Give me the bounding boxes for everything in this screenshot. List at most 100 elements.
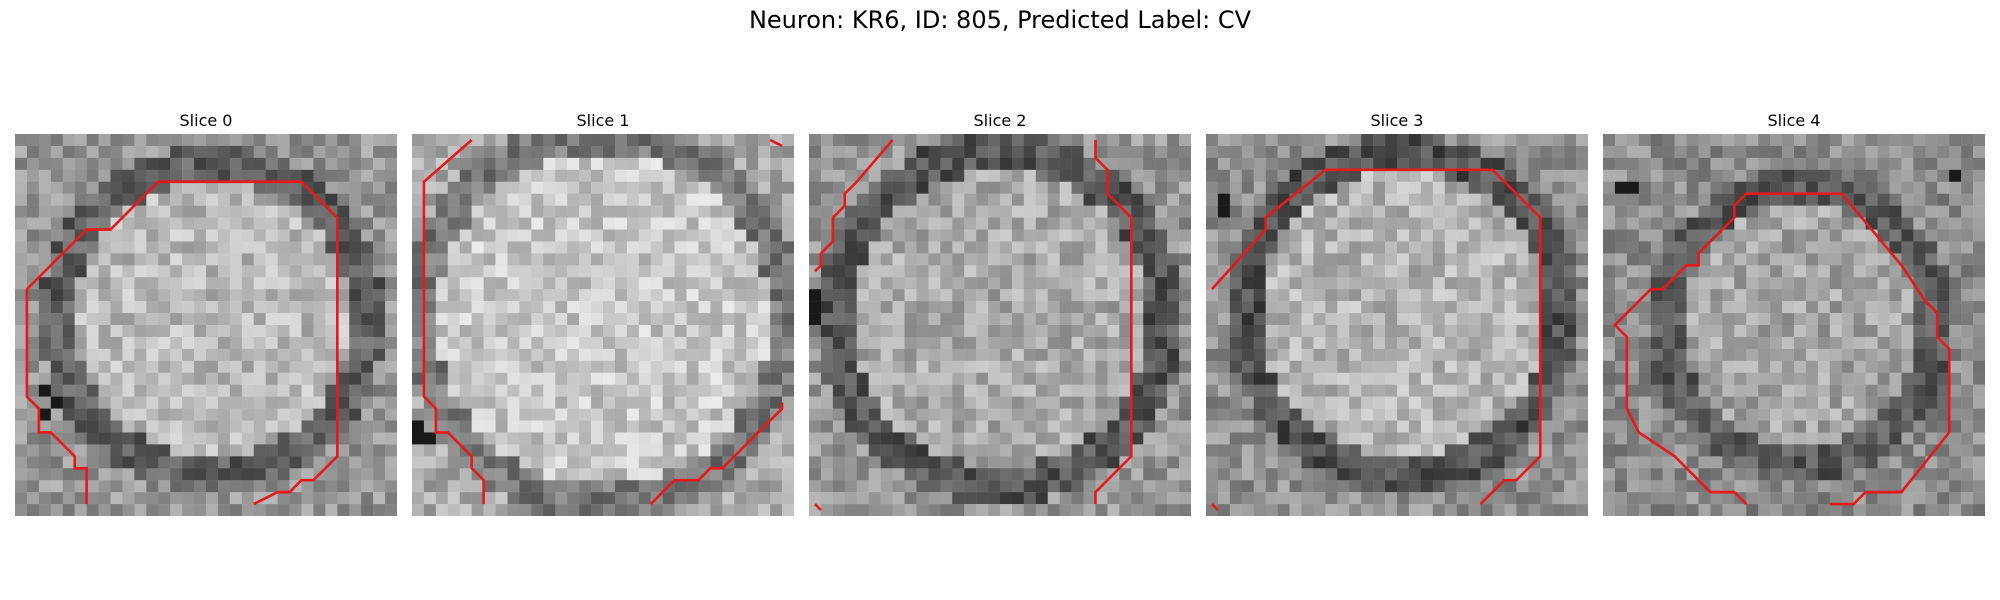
pixel (1662, 205, 1675, 218)
pixel (1504, 480, 1517, 493)
pixel (1011, 468, 1025, 481)
pixel (1337, 408, 1350, 421)
pixel (976, 193, 989, 206)
pixel (1217, 169, 1231, 182)
pixel (1059, 492, 1072, 505)
pixel (1925, 169, 1938, 182)
pixel (1817, 408, 1831, 421)
pixel (385, 157, 397, 171)
pixel (1782, 145, 1795, 159)
pixel (1925, 265, 1938, 278)
pixel (892, 205, 905, 218)
pixel (1229, 145, 1243, 159)
pixel (782, 134, 794, 147)
pixel (1877, 396, 1890, 409)
pixel (531, 492, 544, 505)
pixel (1662, 169, 1675, 182)
pixel (447, 229, 460, 242)
pixel (1504, 169, 1517, 182)
pixel (289, 432, 302, 445)
pixel (277, 360, 290, 373)
pixel (722, 193, 735, 206)
pixel (916, 134, 929, 147)
pixel (531, 480, 544, 493)
pixel (1206, 480, 1219, 493)
pixel (1746, 169, 1759, 182)
pixel (1794, 241, 1807, 254)
pixel (1638, 301, 1651, 314)
pixel (1913, 217, 1926, 230)
pixel (952, 145, 965, 159)
pixel (170, 229, 183, 242)
pixel (1229, 372, 1243, 385)
pixel (110, 492, 123, 505)
pixel (1516, 205, 1529, 218)
pixel (1325, 420, 1338, 433)
pixel (1468, 145, 1481, 159)
pixel (638, 504, 651, 516)
pixel (1000, 217, 1013, 230)
pixel (1937, 205, 1950, 218)
pixel (928, 241, 941, 254)
pixel (277, 134, 290, 147)
pixel (98, 360, 111, 373)
pixel (277, 504, 290, 516)
pixel (1516, 301, 1529, 314)
pixel (940, 384, 953, 397)
pixel (892, 325, 905, 338)
pixel (1770, 241, 1783, 254)
pixel (1603, 193, 1616, 206)
pixel (868, 504, 881, 516)
pixel (349, 181, 362, 194)
pixel (1877, 217, 1890, 230)
pixel (1650, 313, 1663, 326)
pixel (1973, 193, 1985, 206)
pixel (988, 253, 1001, 266)
pixel (1853, 325, 1866, 338)
pixel (1456, 384, 1469, 397)
pixel (1662, 301, 1675, 314)
pixel (1432, 360, 1445, 373)
pixel (110, 456, 123, 469)
pixel (1047, 360, 1060, 373)
pixel (1468, 396, 1481, 409)
pixel (194, 181, 207, 194)
pixel (674, 229, 687, 242)
pixel (277, 384, 290, 397)
pixel (495, 325, 508, 338)
pixel (412, 372, 425, 385)
pixel (277, 336, 290, 350)
pixel (662, 456, 675, 469)
pixel (1179, 301, 1191, 314)
pixel (722, 384, 735, 397)
pixel (1000, 360, 1013, 373)
pixel (1552, 229, 1565, 242)
pixel (567, 157, 580, 171)
pixel (495, 408, 508, 421)
pixel (1301, 360, 1314, 373)
pixel (1829, 229, 1842, 242)
pixel (1961, 420, 1974, 433)
pixel (1155, 265, 1168, 278)
pixel (758, 157, 771, 171)
pixel (229, 157, 243, 171)
pixel (337, 134, 350, 147)
pixel (1758, 169, 1771, 182)
pixel (1000, 408, 1013, 421)
pixel (1277, 181, 1290, 194)
pixel (519, 432, 532, 445)
pixel (1167, 241, 1180, 254)
pixel (122, 313, 135, 326)
pixel (1059, 301, 1072, 314)
pixel (229, 301, 243, 314)
pixel (1480, 301, 1493, 314)
pixel (289, 408, 302, 421)
pixel (1071, 325, 1084, 338)
pixel (1265, 134, 1278, 147)
pixel (495, 348, 508, 362)
pixel (662, 277, 675, 290)
pixel (1241, 193, 1254, 206)
pixel (74, 432, 87, 445)
pixel (1794, 444, 1807, 457)
pixel (1444, 181, 1457, 194)
